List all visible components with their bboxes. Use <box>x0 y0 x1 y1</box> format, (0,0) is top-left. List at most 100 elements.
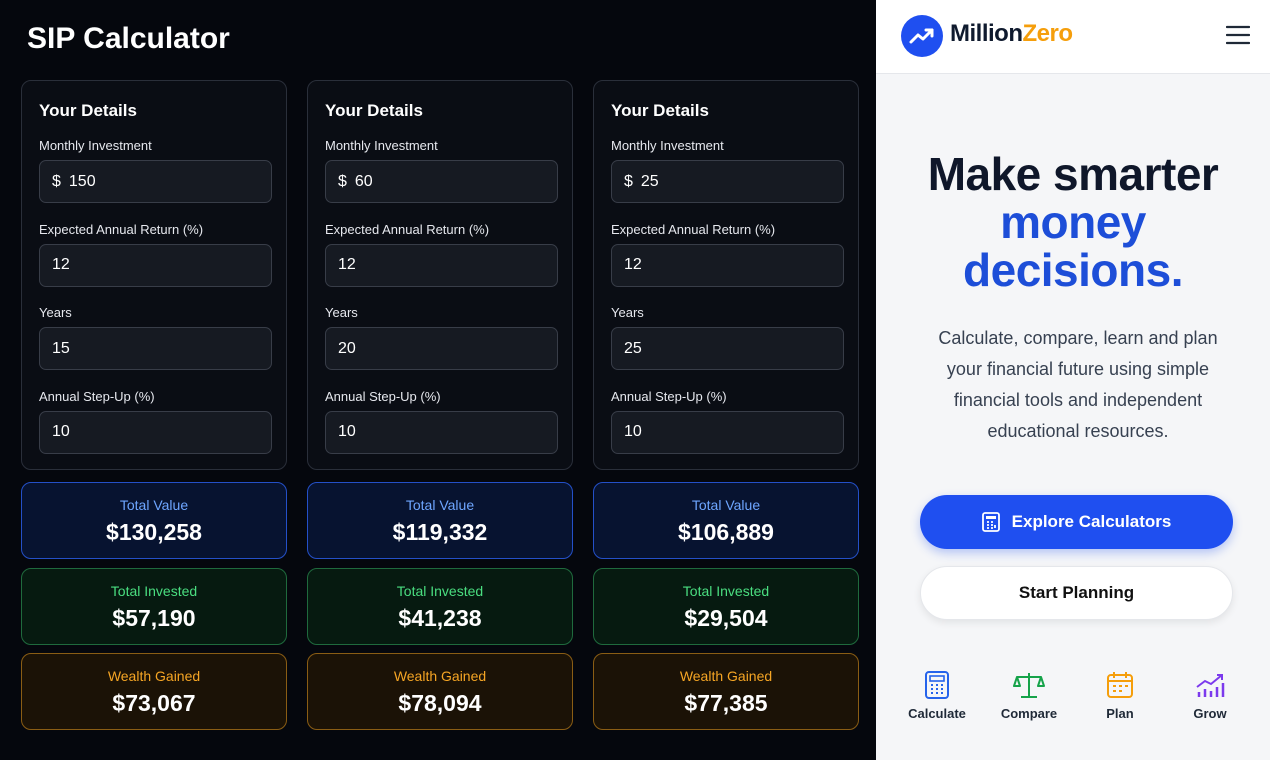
logo[interactable] <box>901 15 943 57</box>
nav-item[interactable]: Plan <box>1080 670 1160 721</box>
field-label: Monthly Investment <box>39 138 152 153</box>
nav-item[interactable]: Compare <box>989 670 1069 721</box>
input-field[interactable]: 15 <box>39 327 272 370</box>
field-label: Expected Annual Return (%) <box>39 221 204 237</box>
result-label: Total Value <box>405 497 475 513</box>
secondary-button[interactable]: Start Planning <box>920 566 1233 620</box>
result-label: Wealth Gained <box>393 668 487 684</box>
field-label: Years <box>325 305 358 320</box>
result-label: Total Value <box>119 497 189 513</box>
description: Calculate, compare, learn and plan your … <box>938 328 1218 441</box>
button-label: Explore Calculators <box>1011 512 1172 531</box>
input-value: 10 <box>52 423 70 440</box>
input-value: 15 <box>52 339 70 357</box>
input-value: 20 <box>338 339 356 357</box>
input-value: 10 <box>624 423 642 440</box>
brand[interactable]: MillionZero <box>950 20 1073 48</box>
nav-icon <box>1196 674 1225 697</box>
nav-label: Grow <box>1193 706 1227 721</box>
field-label: Monthly Investment <box>325 138 438 153</box>
nav-icon <box>925 671 949 699</box>
result-card: Wealth Gained $73,067 <box>21 653 287 730</box>
result-label: Wealth Gained <box>107 668 201 684</box>
card-heading: Your Details <box>325 101 423 120</box>
input-field[interactable]: 25 <box>611 327 844 370</box>
result-value: $73,067 <box>112 690 196 716</box>
page-title: SIP Calculator <box>27 22 230 55</box>
result-label: Total Value <box>691 497 761 513</box>
nav-item[interactable]: Calculate <box>897 670 977 721</box>
input-value: 25 <box>624 339 642 357</box>
input-field[interactable]: 12 <box>611 243 844 287</box>
site-panel: MillionZero Make smarter money decisions… <box>876 0 1270 760</box>
headline-text: Make smarter <box>927 148 1219 200</box>
card-heading: Your Details <box>611 101 709 120</box>
result-label: Wealth Gained <box>679 668 773 684</box>
input-field[interactable]: $150 <box>39 160 272 203</box>
input-field[interactable]: 12 <box>325 243 558 287</box>
field-label: Annual Step-Up (%) <box>39 388 155 404</box>
result-card: Total Invested $29,504 <box>593 568 859 645</box>
field-label: Annual Step-Up (%) <box>611 388 727 404</box>
field-label: Expected Annual Return (%) <box>325 221 490 237</box>
field-label: Expected Annual Return (%) <box>611 221 776 237</box>
input-value: 60 <box>354 172 373 190</box>
result-card: Total Invested $57,190 <box>21 568 287 645</box>
calculator-panel: SIP Calculator Your Details Monthly Inves… <box>0 0 876 760</box>
input-value: 25 <box>640 172 659 190</box>
details-card: Your Details Monthly Investment $25 Expecte… <box>593 80 859 470</box>
primary-button[interactable]: Explore Calculators <box>920 495 1233 549</box>
result-label: Total Invested <box>110 583 198 599</box>
nav-item[interactable]: Grow <box>1170 670 1250 721</box>
input-value: 150 <box>68 172 96 190</box>
top-bar: MillionZero <box>876 0 1270 74</box>
input-prefix: $ <box>338 172 347 190</box>
nav-icon <box>1013 673 1045 698</box>
result-label: Total Invested <box>682 583 770 599</box>
nav-label: Plan <box>1106 706 1134 721</box>
result-value: $106,889 <box>678 519 774 545</box>
input-prefix: $ <box>624 172 633 190</box>
field-label: Annual Step-Up (%) <box>325 388 441 404</box>
result-label: Total Invested <box>396 583 484 599</box>
card-heading: Your Details <box>39 101 137 120</box>
headline-highlight: decisions. <box>963 244 1183 296</box>
input-field[interactable]: 10 <box>39 410 272 454</box>
input-field[interactable]: 10 <box>325 410 558 454</box>
field-label: Years <box>611 305 644 320</box>
result-value: $77,385 <box>684 690 768 716</box>
input-prefix: $ <box>52 172 61 190</box>
details-card: Your Details Monthly Investment $60 Expecte… <box>307 80 573 470</box>
field-label: Years <box>39 305 72 320</box>
result-card: Wealth Gained $77,385 <box>593 653 859 730</box>
result-value: $78,094 <box>398 690 482 716</box>
brand-name: Million <box>950 20 1023 47</box>
result-card: Total Value $106,889 <box>593 482 859 559</box>
brand-accent: Zero <box>1022 20 1073 47</box>
result-value: $57,190 <box>112 605 196 631</box>
input-value: 12 <box>338 256 356 273</box>
details-card: Your Details Monthly Investment $150 Expect… <box>21 80 287 470</box>
menu-button[interactable] <box>1226 25 1250 45</box>
input-field[interactable]: 20 <box>325 327 558 370</box>
calculator-icon <box>981 512 1000 532</box>
input-value: 12 <box>624 256 642 273</box>
input-field[interactable]: $25 <box>611 160 844 203</box>
result-value: $130,258 <box>106 519 202 545</box>
result-card: Total Value $130,258 <box>21 482 287 559</box>
result-card: Total Value $119,332 <box>307 482 573 559</box>
nav-label: Calculate <box>908 706 966 721</box>
input-field[interactable]: 10 <box>611 410 844 454</box>
result-value: $119,332 <box>392 519 488 545</box>
input-field[interactable]: 12 <box>39 243 272 287</box>
button-label: Start Planning <box>1018 583 1135 602</box>
input-value: 12 <box>52 256 70 273</box>
result-card: Wealth Gained $78,094 <box>307 653 573 730</box>
nav-label: Compare <box>1000 706 1058 721</box>
result-value: $29,504 <box>684 605 768 631</box>
result-value: $41,238 <box>398 605 482 631</box>
input-field[interactable]: $60 <box>325 160 558 203</box>
input-value: 10 <box>338 423 356 440</box>
